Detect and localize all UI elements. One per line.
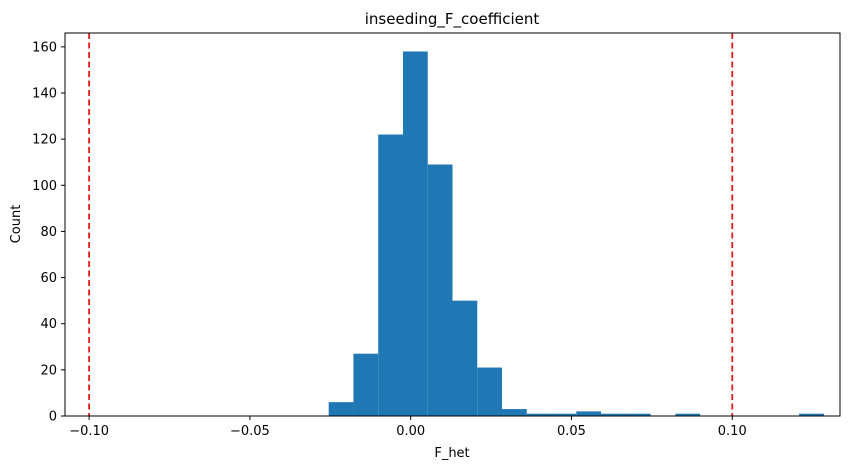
x-tick-label: 0.00 <box>396 424 425 439</box>
histogram-bar-10 <box>576 411 602 416</box>
x-tick-label: 0.05 <box>557 424 586 439</box>
x-axis-label: F_het <box>434 446 469 461</box>
y-tick-label: 100 <box>32 179 57 194</box>
y-axis-ticks: 0 20 40 60 80 100 120 140 160 <box>32 40 65 425</box>
chart-title: inseeding_F_coefficient <box>365 10 540 29</box>
y-tick-label: 40 <box>40 317 57 332</box>
x-tick-label: 0.10 <box>718 424 747 439</box>
threshold-lines <box>88 33 734 416</box>
y-tick-label: 0 <box>49 410 57 425</box>
histogram-bar-8 <box>526 413 552 416</box>
histogram-bar-6 <box>477 367 503 416</box>
histogram-bar-0 <box>328 402 354 416</box>
histogram-bar-3 <box>402 51 428 417</box>
x-tick-label: −0.05 <box>230 424 270 439</box>
y-tick-label: 20 <box>40 363 57 378</box>
histogram-bars <box>328 51 824 417</box>
histogram-bar-14 <box>675 413 701 416</box>
histogram-bar-9 <box>551 413 577 416</box>
histogram-bar-12 <box>625 413 651 416</box>
y-tick-label: 60 <box>40 271 57 286</box>
y-axis-label: Count <box>9 205 24 244</box>
histogram-bar-5 <box>452 300 478 416</box>
y-tick-label: 80 <box>40 225 57 240</box>
x-axis-ticks: −0.10 −0.05 0.00 0.05 0.10 <box>69 416 747 439</box>
histogram-bar-19 <box>799 413 824 416</box>
plot-frame <box>64 32 841 417</box>
y-tick-label: 140 <box>32 86 57 101</box>
histogram-bar-7 <box>502 409 527 416</box>
histogram-bar-1 <box>353 353 379 416</box>
y-tick-label: 120 <box>32 133 57 148</box>
y-tick-label: 160 <box>32 40 57 55</box>
histogram-bar-11 <box>601 413 626 416</box>
histogram-bar-2 <box>378 134 403 416</box>
x-tick-label: −0.10 <box>69 424 109 439</box>
histogram-bar-4 <box>427 164 453 416</box>
